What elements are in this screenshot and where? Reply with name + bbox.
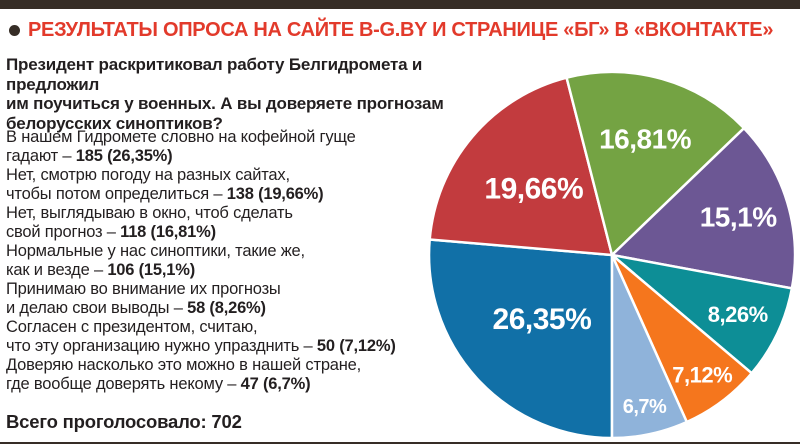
total-votes: Всего проголосовало: 702 — [6, 411, 242, 432]
pie-slice-label-1: 26,35% — [493, 303, 592, 336]
pie-slice-2 — [428, 76, 614, 257]
pie-slice-label-2: 19,66% — [484, 172, 583, 205]
bottom-rule — [0, 442, 800, 444]
poll-answers-list: В нашем Гидромете словно на кофейной гущ… — [6, 128, 446, 394]
pie-slice-7 — [610, 253, 689, 440]
page-title: РЕЗУЛЬТАТЫ ОПРОСА НА САЙТЕ B-G.BY И СТРА… — [28, 19, 774, 41]
pie-slice-label-6: 7,12% — [672, 362, 732, 387]
pie-slice-label-7: 6,7% — [623, 396, 667, 418]
pie-slice-5 — [610, 253, 794, 375]
poll-answer-item-5: Принимаю во внимание их прогнозы и делаю … — [6, 280, 281, 317]
pie-labels: 26,35% 19,66% 16,81% 15,1% 8,26% 7,12%6,7% — [484, 123, 777, 418]
poll-answer-item-6: Согласен с президентом, считаю, что эту о… — [6, 318, 396, 355]
pie-slice-1 — [427, 238, 614, 440]
poll-answer-item-1: В нашем Гидромете словно на кофейной гущ… — [6, 128, 356, 165]
bullet-icon — [9, 24, 20, 36]
poll-question: Президент раскритиковал работу Белгидром… — [6, 55, 444, 133]
pie-slice-label-4: 15,1% — [700, 202, 777, 233]
pie-slice-label-3: 16,81% — [599, 123, 692, 154]
poll-answer-item-3: Нет, выглядываю в окно, чтоб сделать свой… — [6, 204, 293, 241]
top-accent-bar — [0, 0, 800, 9]
poll-answer-item-7: Доверяю насколько это можно в нашей стра… — [6, 356, 362, 393]
title-row: РЕЗУЛЬТАТЫ ОПРОСА НА САЙТЕ B-G.BY И СТРА… — [9, 20, 773, 40]
pie-slice-label-5: 8,26% — [708, 302, 768, 327]
pie-slice-3 — [565, 70, 746, 257]
poll-answer-item-4: Нормальные у нас синоптики, такие же, как… — [6, 242, 305, 279]
poll-answer-item-2: Нет, смотрю погоду на разных сайтах, чтоб… — [6, 166, 324, 203]
pie-slices — [427, 70, 797, 440]
pie-slice-4 — [610, 126, 797, 290]
